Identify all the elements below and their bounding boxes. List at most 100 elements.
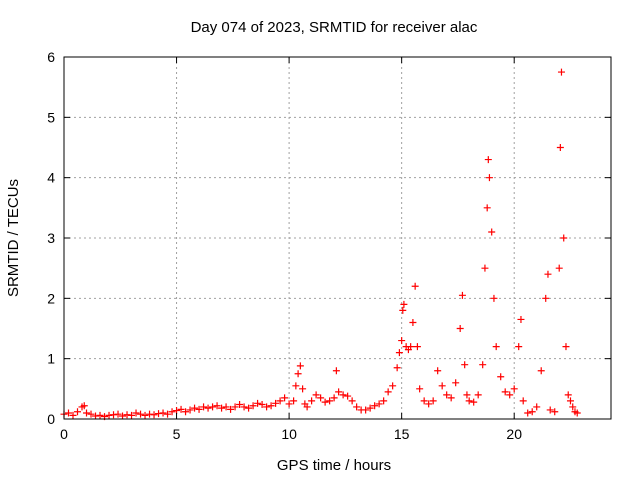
data-point bbox=[562, 343, 570, 351]
x-tick-label: 10 bbox=[281, 426, 297, 442]
data-point bbox=[573, 409, 581, 417]
data-point bbox=[497, 373, 505, 381]
data-point bbox=[308, 397, 316, 405]
data-point bbox=[164, 410, 172, 418]
data-point bbox=[267, 402, 275, 410]
data-point bbox=[420, 397, 428, 405]
data-point bbox=[290, 397, 298, 405]
grid-layer bbox=[64, 57, 611, 419]
data-point bbox=[186, 406, 194, 414]
data-point bbox=[254, 399, 262, 407]
data-point bbox=[222, 403, 230, 411]
data-point bbox=[395, 349, 403, 357]
data-point bbox=[182, 408, 190, 416]
data-point bbox=[517, 315, 525, 323]
data-point bbox=[515, 343, 523, 351]
ticks-layer bbox=[63, 56, 611, 420]
data-point bbox=[524, 409, 532, 417]
data-point bbox=[556, 144, 564, 151]
data-point bbox=[528, 408, 536, 416]
data-point bbox=[479, 361, 487, 369]
data-point bbox=[425, 400, 433, 408]
data-point bbox=[490, 294, 498, 302]
data-point bbox=[292, 382, 300, 390]
data-point bbox=[362, 406, 370, 414]
data-point bbox=[557, 68, 565, 76]
data-point bbox=[465, 397, 473, 405]
data-point bbox=[474, 391, 482, 399]
data-point bbox=[566, 397, 574, 405]
data-point bbox=[231, 403, 239, 411]
data-point bbox=[110, 411, 118, 419]
data-point bbox=[384, 388, 392, 396]
data-point bbox=[80, 402, 88, 410]
data-point bbox=[245, 404, 253, 412]
data-point bbox=[74, 408, 82, 416]
data-point bbox=[263, 403, 271, 411]
data-point bbox=[332, 367, 340, 375]
data-point bbox=[492, 343, 500, 351]
data-point bbox=[555, 264, 563, 272]
data-point bbox=[461, 361, 469, 369]
x-tick-label: 0 bbox=[60, 426, 68, 442]
data-point bbox=[83, 409, 91, 417]
data-point bbox=[191, 404, 199, 412]
data-point bbox=[519, 397, 527, 405]
data-point bbox=[483, 204, 491, 212]
x-axis-label: GPS time / hours bbox=[277, 457, 391, 474]
data-point bbox=[533, 403, 541, 411]
x-tick-label: 15 bbox=[394, 426, 410, 442]
data-point bbox=[128, 411, 136, 419]
x-tick-label: 5 bbox=[173, 426, 181, 442]
data-point bbox=[481, 264, 489, 272]
data-point bbox=[353, 403, 361, 411]
data-point bbox=[438, 382, 446, 390]
data-point bbox=[177, 405, 185, 413]
data-point bbox=[96, 411, 104, 419]
data-point bbox=[488, 228, 496, 236]
data-point bbox=[398, 337, 406, 345]
data-point bbox=[137, 410, 145, 418]
data-point bbox=[281, 394, 289, 402]
data-point bbox=[141, 411, 149, 419]
y-axis-label: SRMTID / TECUs bbox=[5, 179, 22, 297]
data-point bbox=[456, 325, 464, 332]
data-point bbox=[389, 382, 397, 390]
data-point bbox=[544, 270, 552, 278]
data-point bbox=[330, 394, 338, 402]
data-point bbox=[204, 404, 212, 412]
data-point bbox=[443, 391, 451, 399]
data-point bbox=[413, 343, 421, 351]
data-point bbox=[375, 400, 383, 408]
data-point bbox=[69, 411, 77, 419]
data-point bbox=[294, 370, 302, 378]
data-point bbox=[132, 409, 140, 417]
y-tick-label: 3 bbox=[47, 230, 55, 246]
data-point bbox=[123, 411, 131, 419]
y-tick-label: 5 bbox=[47, 109, 55, 125]
data-point bbox=[452, 379, 460, 387]
data-point bbox=[218, 404, 226, 412]
data-point bbox=[240, 403, 248, 411]
data-point bbox=[434, 367, 442, 375]
data-point bbox=[393, 364, 401, 372]
data-point bbox=[227, 405, 235, 413]
data-point bbox=[429, 397, 437, 405]
data-point bbox=[296, 362, 304, 370]
data-point bbox=[276, 397, 284, 405]
data-point bbox=[335, 388, 343, 396]
data-point bbox=[200, 403, 208, 411]
data-point bbox=[317, 394, 325, 402]
data-point bbox=[150, 411, 158, 419]
y-tick-label: 4 bbox=[47, 170, 55, 186]
data-point bbox=[119, 412, 127, 420]
data-point bbox=[348, 397, 356, 405]
data-point bbox=[380, 397, 388, 405]
data-point bbox=[236, 401, 244, 409]
y-tick-label: 2 bbox=[47, 290, 55, 306]
data-point bbox=[105, 411, 113, 419]
data-point bbox=[303, 403, 311, 411]
data-point bbox=[344, 392, 352, 400]
data-point bbox=[501, 388, 509, 396]
data-point bbox=[299, 385, 307, 393]
